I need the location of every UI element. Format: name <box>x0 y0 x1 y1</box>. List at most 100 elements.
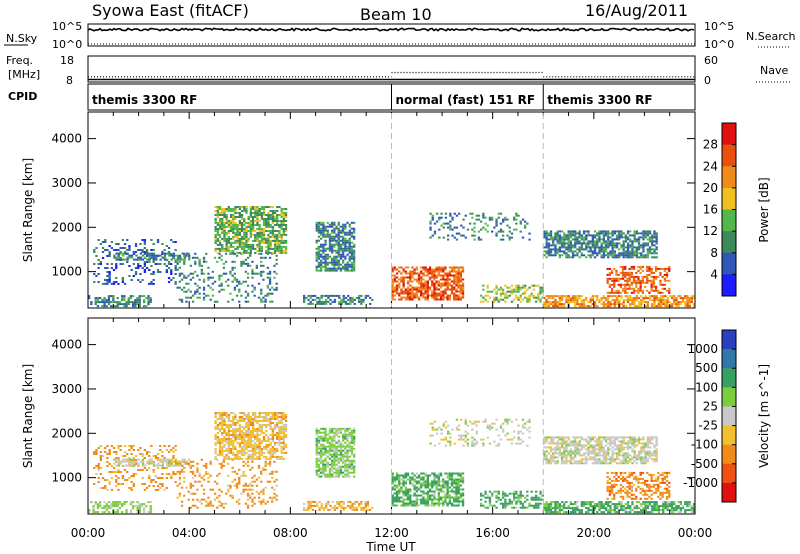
power-cell <box>652 285 655 288</box>
velocity-cell <box>247 455 250 458</box>
power-cell <box>251 216 255 218</box>
power-cell <box>271 239 274 242</box>
power-cell <box>624 265 627 268</box>
velocity-cell <box>200 476 203 479</box>
power-cell <box>560 240 564 243</box>
velocity-cell <box>324 431 327 434</box>
power-cell <box>104 267 107 269</box>
power-cell <box>684 297 687 300</box>
velocity-cell <box>115 485 118 487</box>
velocity-cell <box>247 416 250 418</box>
velocity-cell <box>251 420 255 422</box>
power-cell <box>547 252 550 255</box>
velocity-cell <box>317 441 321 444</box>
velocity-cell <box>121 455 124 457</box>
power-cell <box>404 276 407 279</box>
power-cell <box>415 292 418 295</box>
velocity-cell <box>218 449 222 452</box>
velocity-cell <box>267 436 270 438</box>
velocity-cell <box>99 459 102 461</box>
power-cell <box>576 301 579 304</box>
velocity-cell <box>243 443 246 446</box>
power-cell <box>278 241 281 244</box>
power-cell <box>262 212 266 214</box>
power-cell <box>431 294 434 297</box>
power-cell <box>526 222 529 225</box>
power-cell <box>348 259 351 262</box>
velocity-cell <box>320 455 323 458</box>
power-cell <box>639 287 642 290</box>
power-cell <box>275 288 278 291</box>
power-cell <box>637 297 641 300</box>
power-cell <box>646 254 649 257</box>
velocity-cell <box>236 455 239 458</box>
power-cell <box>342 265 345 268</box>
power-cell <box>342 251 345 254</box>
power-cell <box>183 256 186 259</box>
power-cell <box>267 233 270 236</box>
power-cell <box>331 259 334 262</box>
power-cell <box>117 254 120 257</box>
power-cell <box>606 273 609 276</box>
velocity-cell <box>258 447 261 450</box>
power-cell <box>571 256 575 259</box>
power-cell <box>249 212 252 214</box>
power-cell <box>253 288 256 291</box>
power-cell <box>112 249 116 251</box>
power-cell <box>457 286 460 289</box>
power-cell <box>449 220 452 223</box>
power-cell <box>108 255 111 257</box>
power-cell <box>269 224 272 226</box>
power-cell <box>183 286 186 289</box>
power-cell <box>535 300 538 303</box>
power-cell <box>326 255 329 258</box>
power-cell <box>480 300 483 303</box>
power-cell <box>165 271 168 273</box>
power-cell <box>284 249 288 252</box>
power-cell <box>333 263 336 266</box>
power-cell <box>269 235 272 238</box>
power-cell <box>435 280 438 283</box>
power-cell <box>245 245 248 248</box>
velocity-cell <box>333 445 336 448</box>
velocity-cell <box>243 453 246 456</box>
velocity-cell <box>123 451 127 453</box>
power-cell <box>180 298 184 301</box>
power-cell <box>461 270 465 273</box>
power-cell <box>543 297 546 300</box>
power-cell <box>128 256 131 259</box>
power-cell <box>406 282 410 285</box>
power-cell <box>652 277 655 280</box>
velocity-cell <box>221 439 224 442</box>
power-cell <box>513 298 516 301</box>
power-cell <box>598 240 601 243</box>
velocity-cell <box>266 480 269 483</box>
velocity-cell <box>309 504 312 507</box>
velocity-cell <box>105 505 108 508</box>
power-cell <box>686 303 689 306</box>
power-cell <box>393 286 396 289</box>
velocity-cell <box>181 458 184 461</box>
power-cell <box>264 298 267 301</box>
power-cell <box>124 252 127 255</box>
power-cell <box>491 218 494 221</box>
velocity-cell <box>223 439 226 442</box>
power-cell <box>225 237 228 240</box>
velocity-cell <box>253 496 256 499</box>
velocity-cell <box>282 439 285 442</box>
velocity-cell <box>123 479 127 481</box>
power-cell <box>587 242 590 245</box>
power-cell <box>571 230 575 233</box>
power-cell <box>146 258 149 261</box>
velocity-cell <box>141 464 145 467</box>
velocity-cell <box>350 439 354 442</box>
velocity-cell <box>227 445 230 448</box>
power-cell <box>229 222 233 224</box>
power-cell <box>582 254 586 257</box>
power-cell <box>448 274 451 277</box>
power-cell <box>141 267 144 269</box>
power-cell <box>641 289 644 292</box>
power-cell <box>398 270 401 273</box>
power-cell <box>526 298 529 301</box>
power-cell <box>619 265 622 268</box>
